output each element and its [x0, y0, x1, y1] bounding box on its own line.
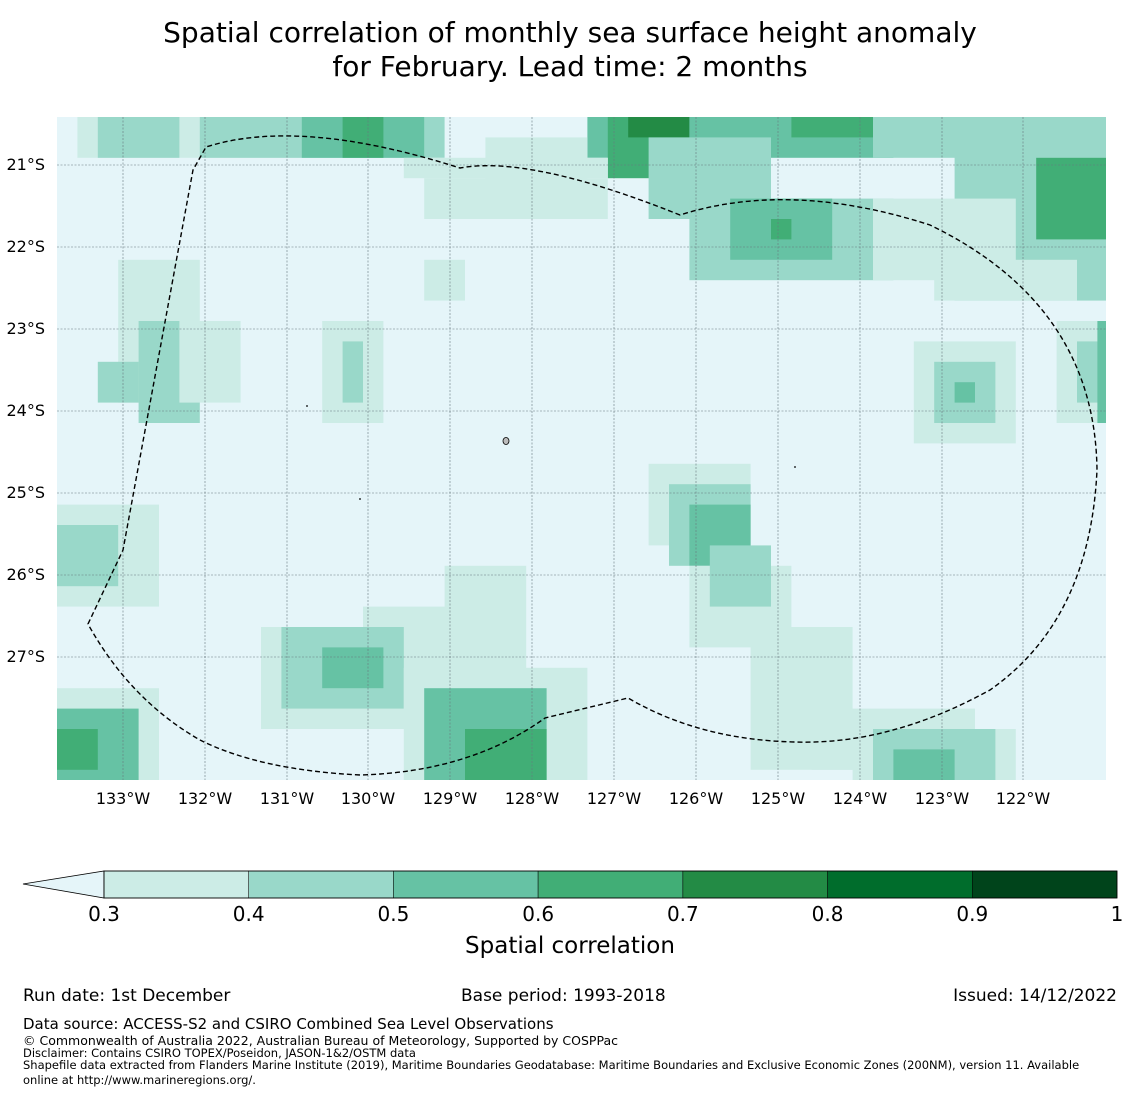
latitude-label: 24°S [6, 401, 45, 420]
colorbar-tick-label: 0.6 [522, 902, 555, 926]
longitude-label: 130°W [340, 789, 396, 808]
correlation-cell [791, 117, 873, 138]
latitude-label: 21°S [6, 155, 45, 174]
data-source: Data source: ACCESS-S2 and CSIRO Combine… [23, 1015, 554, 1033]
longitude-label: 125°W [750, 789, 806, 808]
correlation-cell [97, 361, 139, 403]
map-title-line-1: Spatial correlation of monthly sea surfa… [163, 16, 977, 49]
colorbar-bin [827, 870, 973, 899]
longitude-label: 132°W [177, 789, 233, 808]
correlation-cell [771, 219, 792, 240]
map-title-line-2: for February. Lead time: 2 months [332, 50, 808, 83]
correlation-cell [97, 117, 180, 158]
longitude-label: 127°W [586, 789, 642, 808]
colorbar-tick-label: 0.5 [377, 902, 410, 926]
colorbar-tick-label: 0.7 [666, 902, 699, 926]
latitude-label: 27°S [6, 647, 45, 666]
latitude-label: 26°S [6, 565, 45, 584]
colorbar-bin [972, 870, 1118, 899]
island-small [306, 405, 308, 407]
correlation-cell [57, 525, 119, 587]
run-date: Run date: 1st December [23, 986, 231, 1006]
longitude-label: 131°W [259, 789, 315, 808]
longitude-label: 133°W [95, 789, 151, 808]
disclaimer: Disclaimer: Contains CSIRO TOPEX/Poseido… [23, 1046, 416, 1060]
correlation-cell [342, 341, 363, 403]
correlation-cell [424, 178, 608, 219]
issued-date: Issued: 14/12/2022 [953, 986, 1117, 1006]
latitude-label: 22°S [6, 237, 45, 256]
correlation-cell [1097, 321, 1106, 423]
correlation-cell [1036, 157, 1106, 240]
colorbar-extend-arrow [22, 870, 105, 899]
correlation-map [22, 117, 1118, 899]
colorbar-tick-label: 1 [1110, 902, 1124, 926]
base-period: Base period: 1993-2018 [461, 986, 666, 1006]
colorbar-bin [393, 870, 539, 899]
island-small [794, 466, 796, 468]
correlation-cell [934, 259, 1077, 301]
correlation-cell [465, 729, 547, 780]
longitude-label: 128°W [504, 789, 560, 808]
colorbar-bin [682, 870, 828, 899]
longitude-label: 122°W [995, 789, 1051, 808]
shapefile-credit-line-2: online at http://www.marineregions.org/. [23, 1073, 256, 1087]
longitude-label: 129°W [422, 789, 478, 808]
correlation-cell [322, 647, 384, 689]
correlation-cell [893, 749, 955, 780]
correlation-cell [342, 117, 384, 158]
colorbar [22, 870, 1118, 899]
correlation-cell [179, 321, 241, 403]
colorbar-tick-label: 0.8 [811, 902, 844, 926]
correlation-cell [954, 382, 975, 403]
colorbar-bin [103, 870, 249, 899]
correlation-cells [57, 117, 1106, 780]
shapefile-credit-line-1: Shapefile data extracted from Flanders M… [23, 1058, 1080, 1072]
correlation-cell [628, 117, 690, 138]
colorbar-tick-label: 0.4 [232, 902, 265, 926]
correlation-cell [424, 259, 465, 301]
longitude-label: 126°W [668, 789, 724, 808]
latitude-label: 23°S [6, 319, 45, 338]
colorbar-title: Spatial correlation [465, 933, 675, 959]
correlation-cell [403, 157, 608, 179]
island-small [359, 498, 361, 500]
longitude-label: 124°W [832, 789, 888, 808]
map-gridlines [57, 117, 1106, 780]
correlation-cell [57, 729, 98, 770]
colorbar-tick-label: 0.3 [88, 902, 120, 926]
colorbar-bin [248, 870, 394, 899]
colorbar-tick-label: 0.9 [956, 902, 989, 926]
colorbar-bin [537, 870, 684, 899]
correlation-cell [709, 545, 771, 607]
island [502, 437, 510, 445]
longitude-label: 123°W [914, 789, 970, 808]
copyright: © Commonwealth of Australia 2022, Austra… [23, 1033, 618, 1048]
colorbar-frame [103, 870, 1118, 899]
eez-boundary [87, 135, 1098, 776]
latitude-label: 25°S [6, 483, 45, 502]
